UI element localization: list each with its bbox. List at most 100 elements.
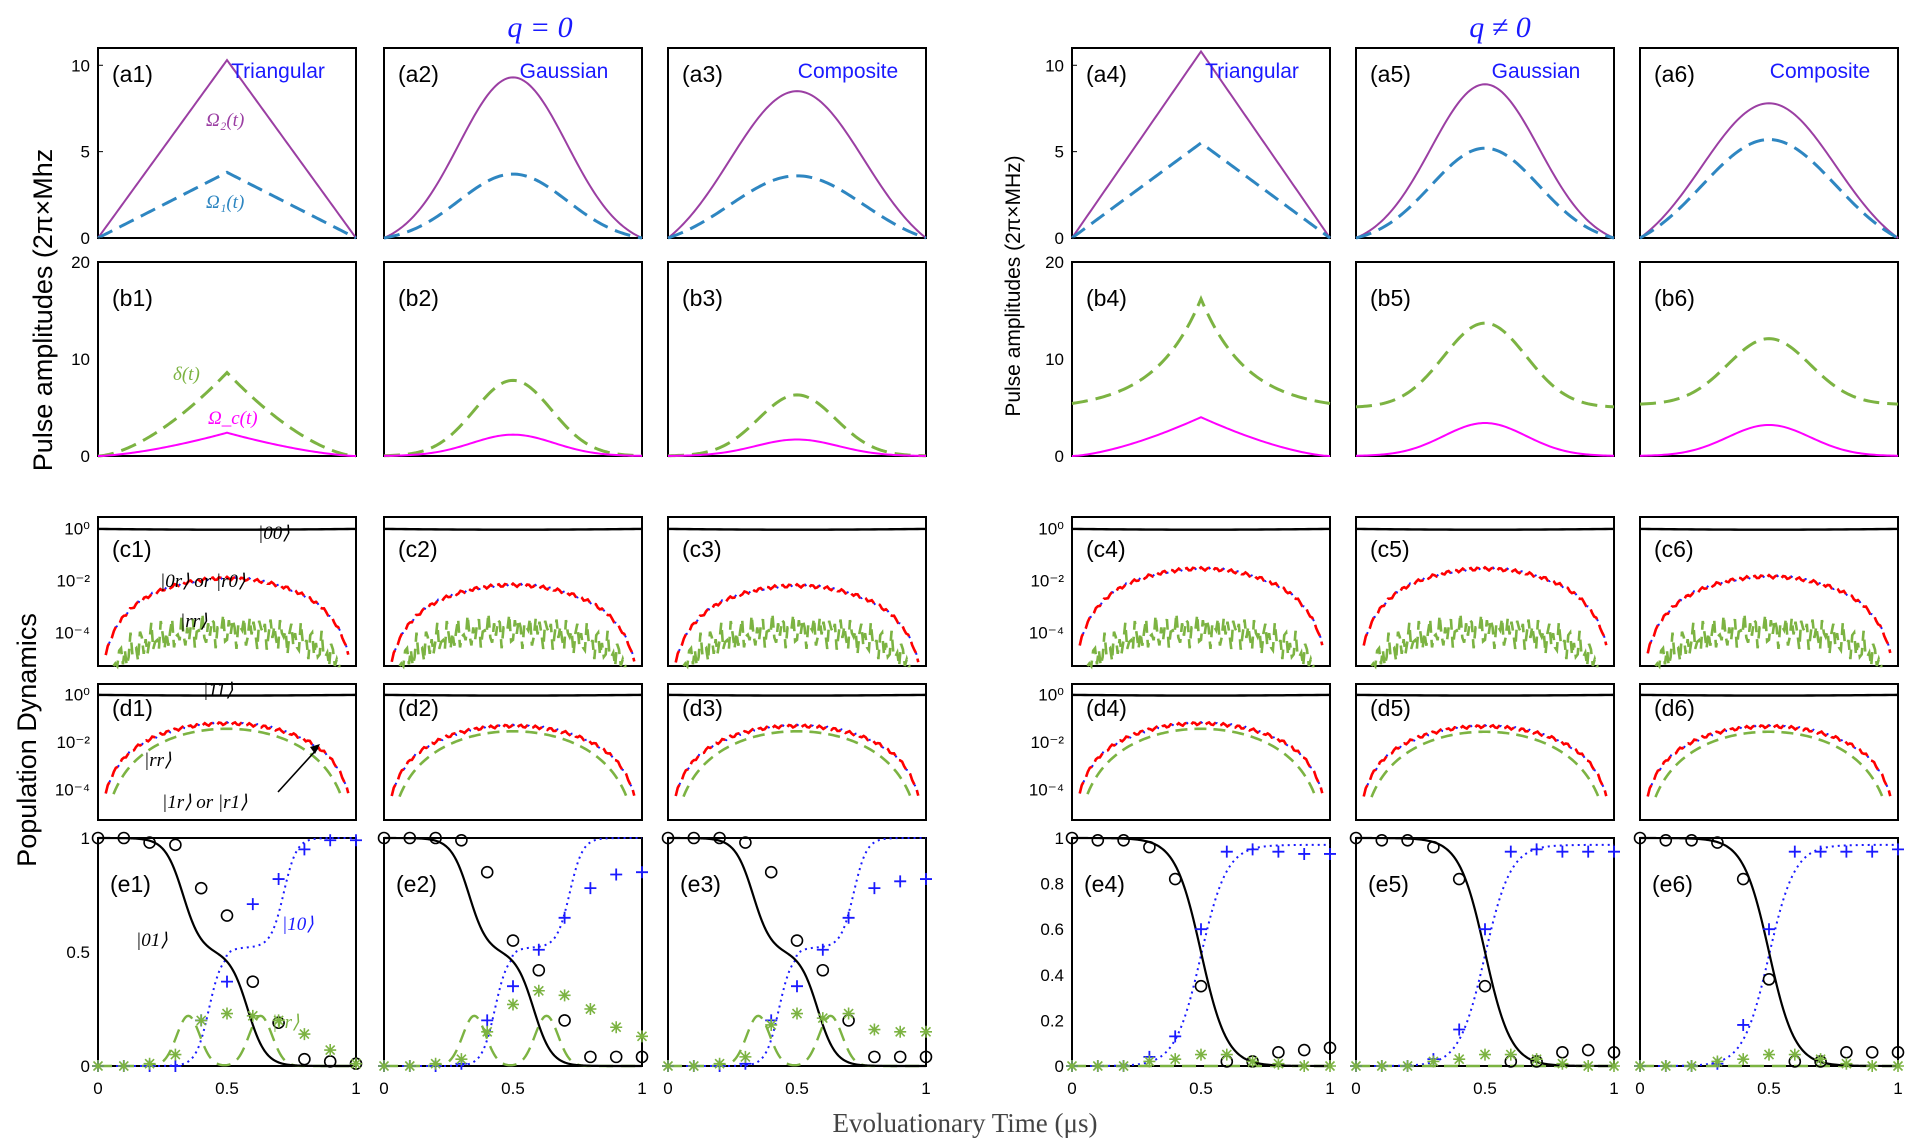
y-tick-e4: 0.8	[1040, 875, 1064, 894]
x-tick-e1: 0.5	[215, 1079, 239, 1098]
state10-point-e2	[481, 1014, 494, 1027]
panel-frame-a3	[667, 47, 927, 239]
state10-theory-e3	[668, 837, 926, 1067]
state10-point-e5	[1504, 845, 1517, 858]
y-tick-e4: 0.6	[1040, 920, 1064, 939]
omega1-line-a3	[667, 174, 927, 240]
panel-frame-a6	[1639, 47, 1899, 239]
staterr-point-e6	[1840, 1057, 1853, 1070]
state01-theory-e4	[1072, 836, 1330, 1068]
staterr-point-e4	[1220, 1048, 1233, 1061]
y-label-population: Population Dynamics	[12, 613, 42, 867]
y-tick-e4: 0.2	[1040, 1011, 1064, 1030]
state10-point-e4	[1220, 845, 1233, 858]
staterr-point-e5	[1608, 1060, 1620, 1072]
omega1-line-a4	[1071, 141, 1331, 240]
staterr-point-e6	[1788, 1048, 1801, 1061]
state01-point-e2	[506, 934, 520, 947]
annotation-omegac: Ω_c(t)	[208, 408, 258, 429]
omega1-line-a5	[1355, 146, 1615, 240]
y-tick-a1: 5	[81, 143, 90, 162]
x-tick-e4: 1	[1325, 1079, 1334, 1098]
pulse-shape-label-a4: Triangular	[1205, 60, 1299, 83]
ground-state-line-d4	[1071, 693, 1331, 697]
staterr-point-e6	[1685, 1060, 1698, 1072]
panel-frame-d5	[1355, 683, 1615, 821]
x-tick-e3: 0.5	[785, 1079, 809, 1098]
state01-point-e6	[1711, 836, 1724, 849]
staterr-point-e5	[1530, 1053, 1543, 1066]
state10-point-e6	[1788, 845, 1801, 858]
y-tick-c1: 10⁻⁴	[55, 623, 90, 642]
state01-point-e5	[1375, 833, 1389, 847]
panel-label-b3: (b3)	[682, 285, 723, 311]
panel-frame-d3	[667, 683, 927, 821]
state01-point-e4	[1091, 833, 1105, 847]
ground-state-line-c6	[1639, 527, 1899, 531]
omega1-line-a1	[97, 170, 357, 240]
staterr-point-e4	[1246, 1055, 1259, 1068]
state01-point-e6	[1865, 1046, 1879, 1059]
staterr-point-e2	[532, 984, 545, 997]
panel-label-d2: (d2)	[398, 695, 439, 721]
y-tick-e1: 0.5	[66, 943, 90, 962]
staterr-point-e1	[92, 1060, 104, 1072]
panel-label-d1: (d1)	[112, 695, 153, 721]
state10-point-e5	[1530, 843, 1543, 856]
state10-point-e5	[1479, 923, 1491, 936]
title-q-nonzero: q ≠ 0	[1469, 11, 1530, 44]
y-tick-e1: 0	[81, 1057, 90, 1076]
state10-theory-e2	[384, 837, 642, 1067]
state10-point-e4	[1169, 1030, 1182, 1043]
staterr-point-e5	[1453, 1053, 1466, 1066]
y-tick-b1: 20	[71, 253, 90, 272]
omegac-line-b2	[383, 433, 643, 457]
state10-point-e5	[1556, 845, 1569, 858]
x-tick-e5: 1	[1609, 1079, 1618, 1098]
staterr-point-e3	[739, 1050, 752, 1063]
x-tick-e3: 1	[921, 1079, 930, 1098]
state01-point-e6	[1633, 831, 1647, 845]
y-tick-b1: 0	[81, 447, 90, 466]
state10-point-e1	[221, 975, 233, 988]
state01-point-e5	[1607, 1046, 1621, 1059]
ground-state-line-d2	[383, 693, 643, 697]
state01-point-e6	[1659, 833, 1673, 847]
staterr-point-e3	[713, 1057, 726, 1070]
single-rydberg-line-c2	[390, 581, 636, 663]
panel-label-d4: (d4)	[1086, 695, 1127, 721]
state10-point-e5	[1608, 845, 1620, 858]
omega2-line-a6	[1639, 102, 1899, 239]
ground-state-line-c1	[97, 527, 357, 531]
state01-point-e6	[1762, 973, 1776, 986]
annotation-ket0r: |0r⟩ or |r0⟩	[160, 571, 246, 592]
single-rydberg-dots-d3	[674, 723, 920, 797]
state01-point-e2	[558, 1014, 571, 1027]
double-rydberg-line-c5	[1370, 613, 1599, 670]
state10-point-e3	[791, 980, 803, 993]
staterr-point-e5	[1427, 1055, 1440, 1068]
staterr-point-e1	[195, 1014, 208, 1027]
staterr-point-e5	[1582, 1060, 1595, 1072]
state10-point-e1	[272, 873, 285, 886]
panel-label-e1: (e1)	[110, 871, 151, 897]
x-tick-e2: 1	[637, 1079, 646, 1098]
y-tick-e4: 0.4	[1040, 966, 1064, 985]
panel-frame-e6	[1639, 837, 1899, 1067]
state10-point-e3	[894, 875, 907, 888]
omegac-line-b6	[1639, 423, 1899, 457]
staterr-point-e3	[791, 1007, 803, 1020]
y-tick-b4: 10	[1045, 350, 1064, 369]
y-tick-d1: 10⁻²	[56, 733, 90, 752]
omega1-line-a2	[383, 172, 643, 240]
x-tick-e1: 0	[93, 1079, 102, 1098]
staterr-point-e1	[324, 1044, 337, 1057]
annotation-arrow	[277, 747, 319, 793]
state01-point-e1	[117, 831, 131, 845]
state10-point-e2	[532, 943, 545, 956]
state01-point-e1	[246, 975, 260, 988]
annotation-delta: δ(t)	[173, 364, 200, 385]
single-rydberg-dots-d5	[1362, 723, 1608, 797]
double-rydberg-line-c3	[682, 613, 911, 670]
annotation-ket01: |01⟩	[136, 930, 168, 951]
